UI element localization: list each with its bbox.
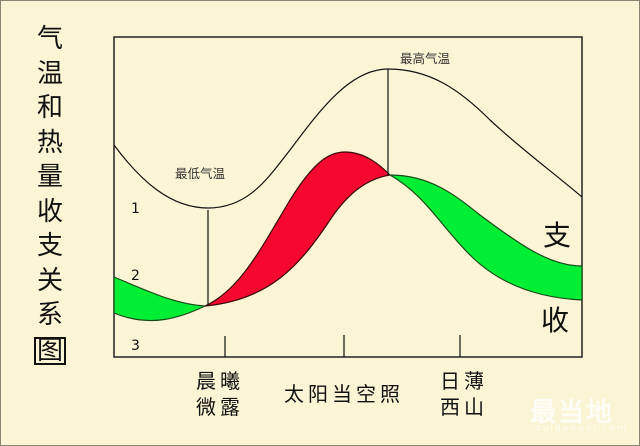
x-label-noon: 太阳当空照 (284, 382, 404, 406)
title-char: 热 (36, 127, 63, 158)
temperature-curve (113, 68, 583, 209)
x-label-dawn-line2: 微露 (196, 395, 244, 419)
watermark-url: zuidangdi.com (536, 424, 628, 434)
expenditure-label: 支 (543, 219, 571, 252)
surplus-band-right (387, 174, 583, 301)
title-char: 支 (36, 231, 63, 261)
title-char: 系 (36, 300, 63, 330)
x-label-dusk: 日薄 西山 (440, 368, 488, 420)
income-label: 收 (541, 304, 569, 337)
x-label-dusk-line1: 日薄 (440, 369, 488, 393)
title-char: 关 (36, 265, 63, 296)
deficit-band (204, 151, 392, 307)
x-label-dawn: 晨曦 微露 (196, 368, 244, 420)
title-char: 气 (36, 24, 63, 54)
vertical-title: 气 温 和 热 量 收 支 关 系 图 (34, 22, 67, 365)
zone-3-label: 3 (131, 338, 140, 354)
title-char: 图 (34, 336, 67, 365)
x-label-dawn-line1: 晨曦 (196, 369, 244, 393)
title-char: 和 (36, 93, 63, 123)
max-temp-label: 最高气温 (400, 51, 451, 66)
zone-1-label: 1 (131, 201, 140, 217)
x-label-dusk-line2: 西山 (440, 395, 488, 419)
min-temp-label: 最低气温 (175, 166, 226, 181)
zone-2-label: 2 (131, 268, 140, 284)
title-char: 量 (36, 162, 63, 192)
watermark-logo: 最当地 (530, 398, 615, 428)
title-char: 温 (36, 58, 63, 89)
title-char: 收 (36, 196, 63, 227)
